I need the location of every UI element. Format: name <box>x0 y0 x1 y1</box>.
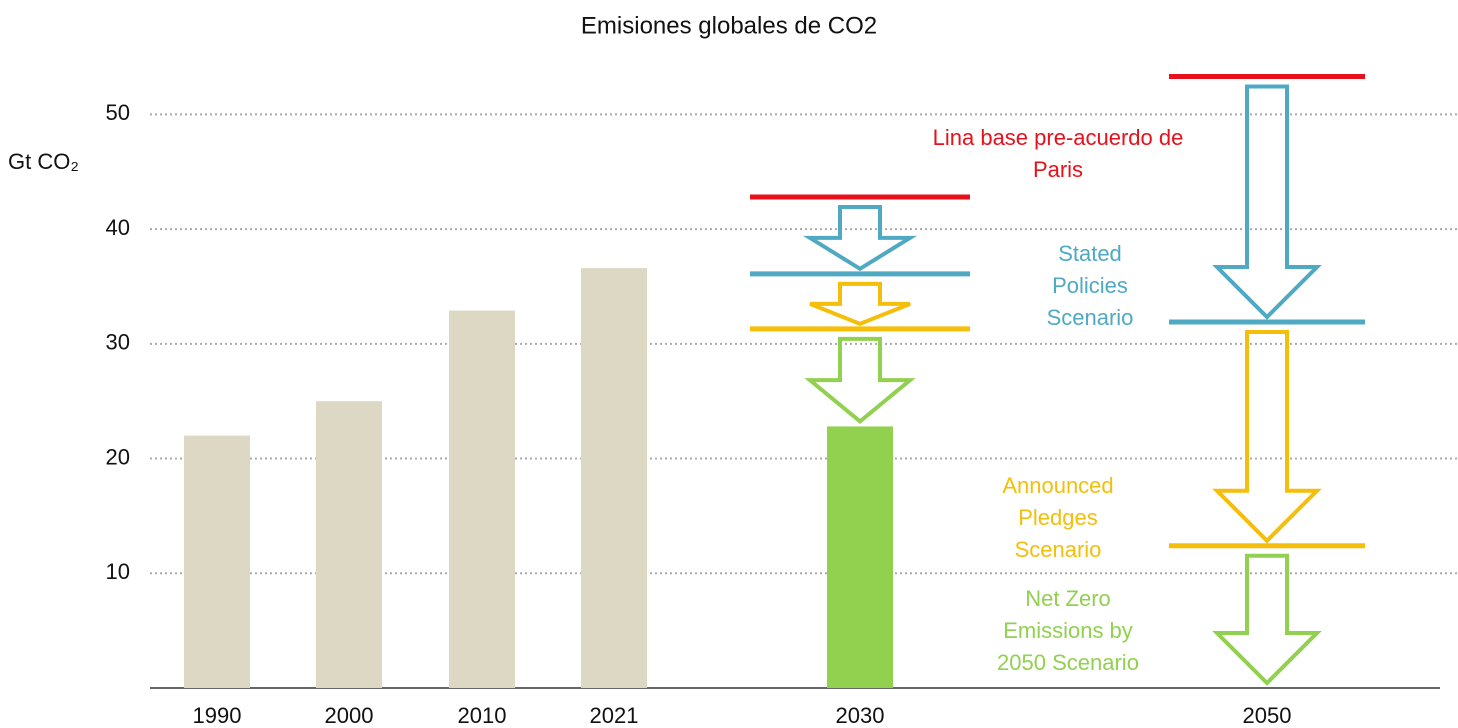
scenario-arrow <box>1212 330 1322 544</box>
scenario-arrow <box>809 281 911 327</box>
bar <box>449 310 515 688</box>
scenario-label: Lina base pre-acuerdo de Paris <box>932 125 1184 182</box>
scenario-label: Net Zero Emissions by 2050 Scenario <box>997 586 1139 675</box>
bar <box>184 435 250 688</box>
y-tick-label: 40 <box>106 215 130 240</box>
x-tick-label: 2021 <box>590 703 639 728</box>
x-tick-label: 2000 <box>325 703 374 728</box>
y-tick-label: 30 <box>106 330 130 355</box>
x-tick-label: 1990 <box>193 703 242 728</box>
bar <box>316 401 382 688</box>
scenario-arrow <box>1212 84 1322 320</box>
x-tick-label: 2050 <box>1243 703 1292 728</box>
y-tick-label: 20 <box>106 444 130 469</box>
x-tick-label: 2030 <box>836 703 885 728</box>
y-tick-label: 50 <box>106 100 130 125</box>
scenario-arrow <box>804 336 916 425</box>
y-tick-label: 10 <box>106 559 130 584</box>
x-tick-label: 2010 <box>458 703 507 728</box>
y-axis-label: Gt CO₂ <box>8 149 79 174</box>
bar <box>827 426 893 688</box>
chart-title: Emisiones globales de CO2 <box>581 12 877 39</box>
scenario-label: Stated Policies Scenario <box>1046 241 1134 330</box>
scenario-label: Announced Pledges Scenario <box>1002 473 1114 562</box>
bar <box>581 268 647 688</box>
scenario-arrow <box>802 204 918 272</box>
scenario-arrow <box>1212 553 1322 686</box>
